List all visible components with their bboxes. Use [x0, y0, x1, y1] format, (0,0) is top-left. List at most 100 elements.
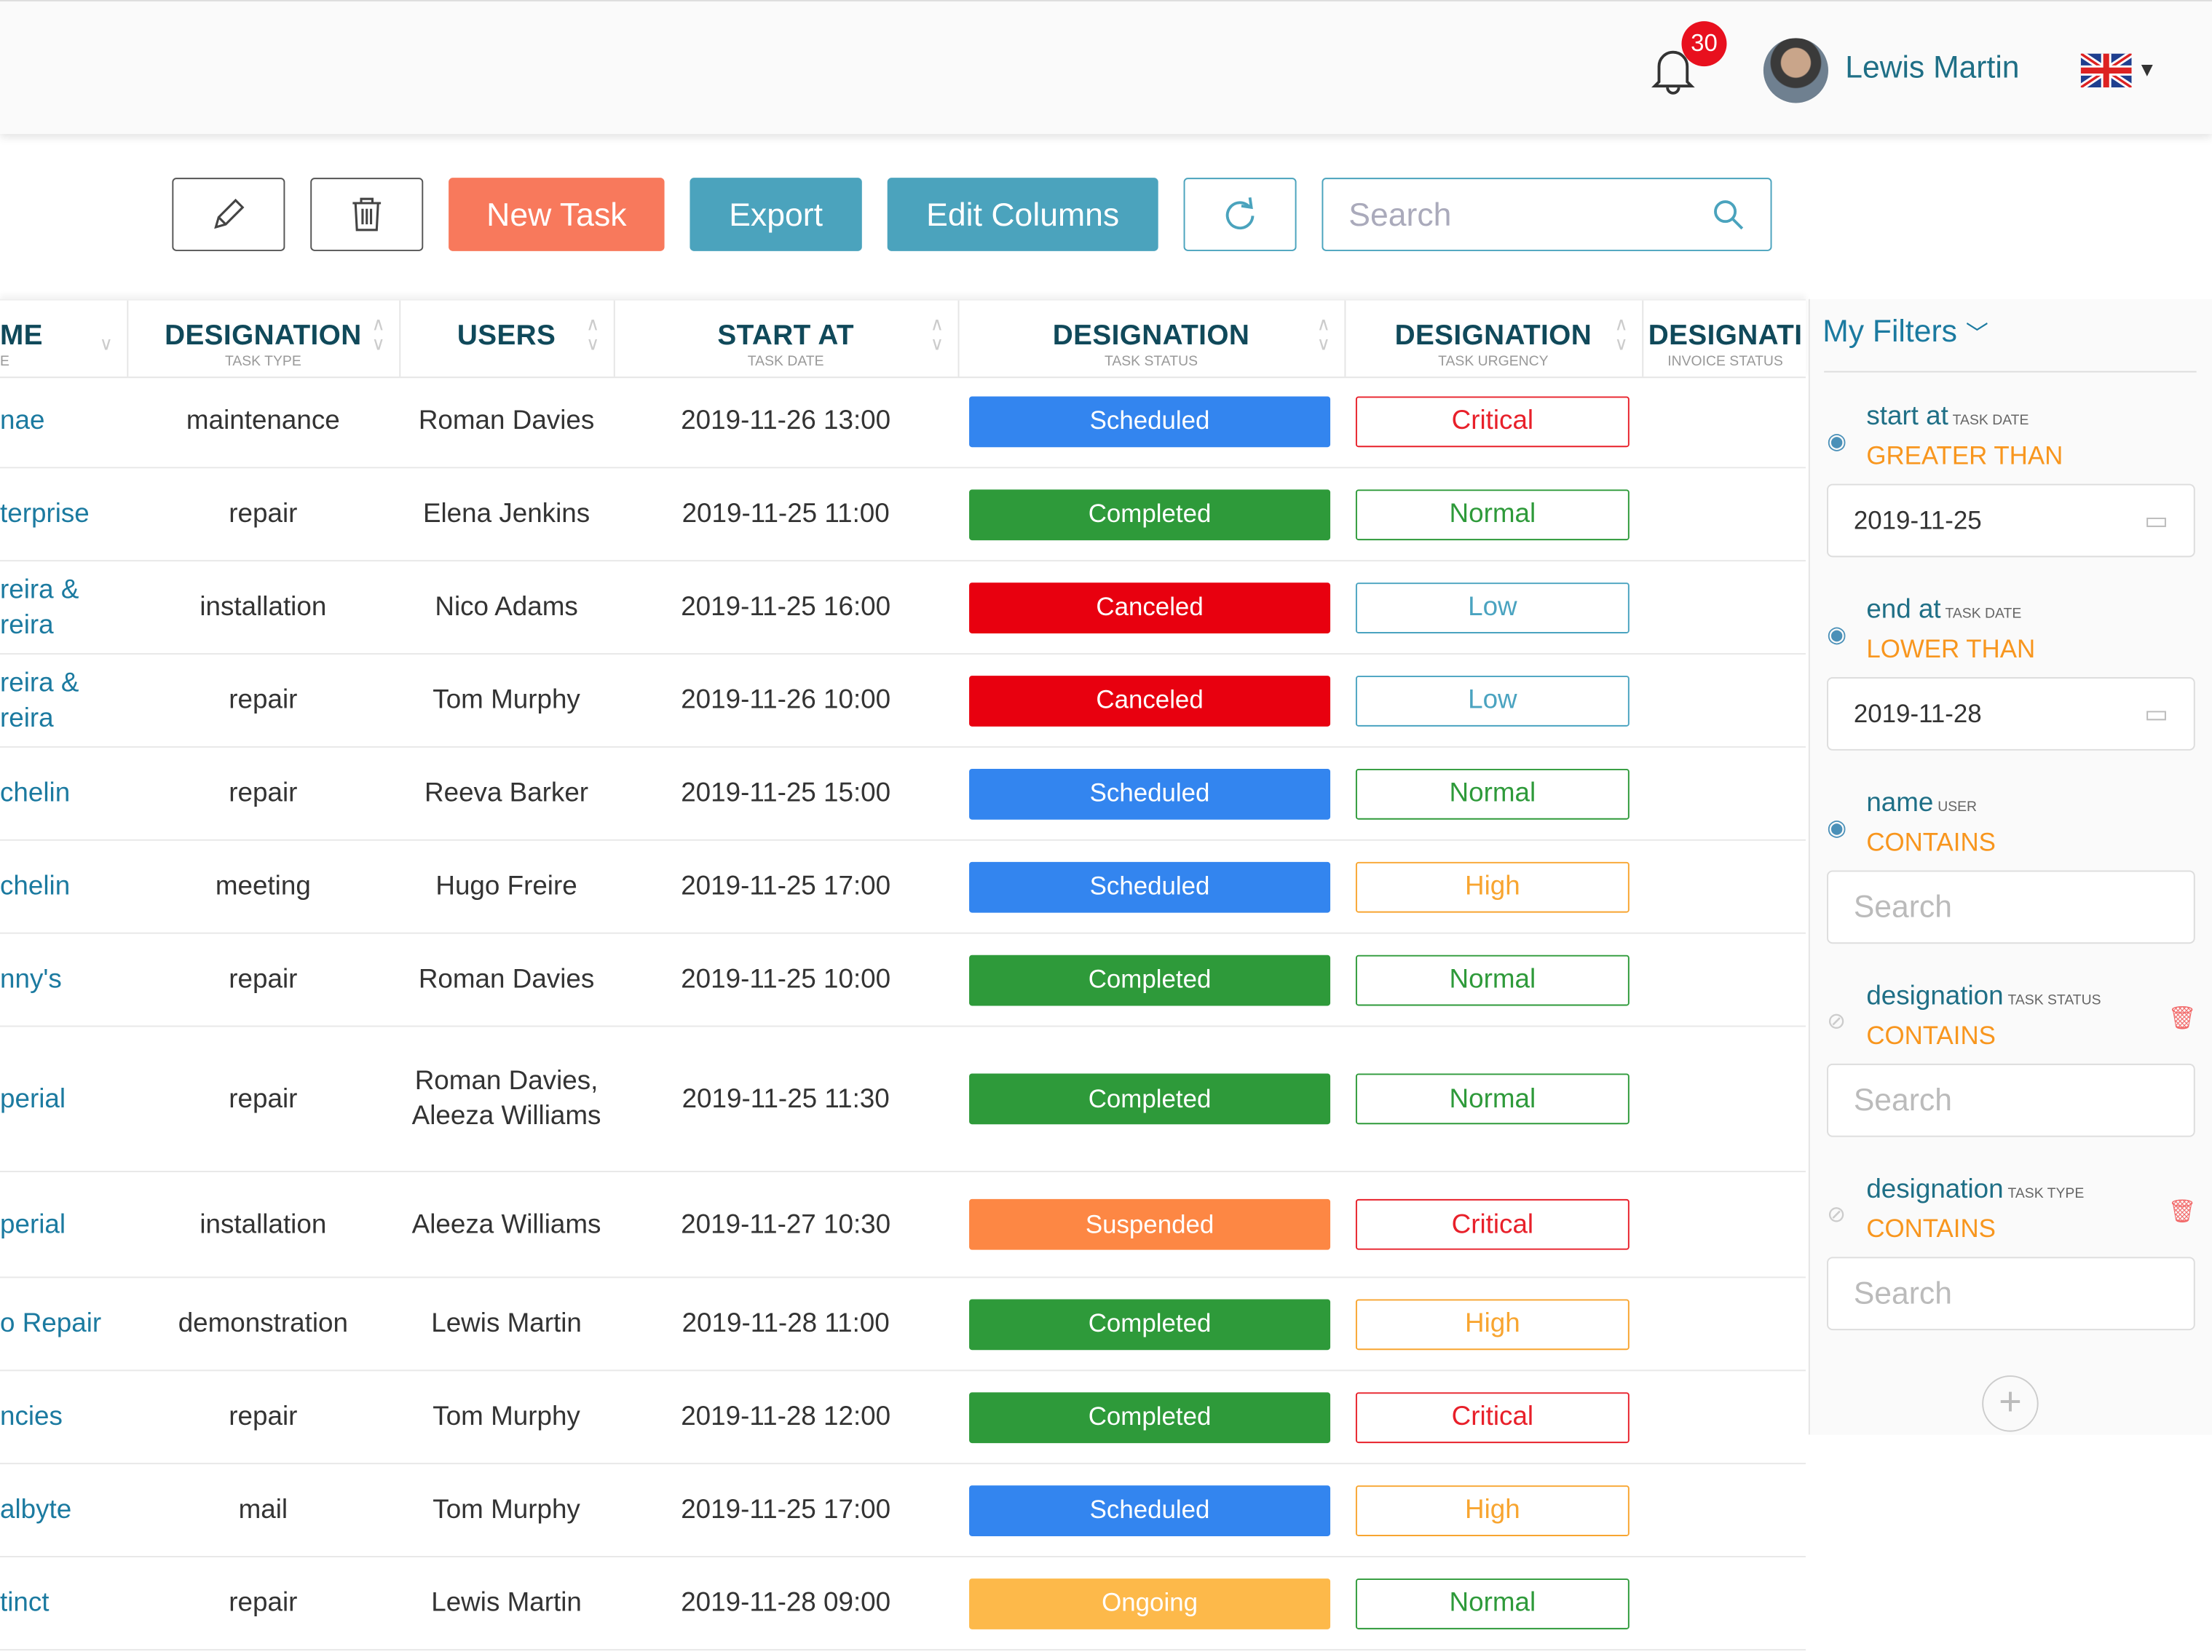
- status-badge: Scheduled: [969, 1485, 1331, 1536]
- name-cell[interactable]: tinct: [0, 1588, 50, 1619]
- urgency-badge: Normal: [1355, 767, 1630, 819]
- search-input[interactable]: Search: [1322, 178, 1772, 251]
- name-cell[interactable]: chelin: [0, 778, 71, 809]
- calendar-icon[interactable]: ▭: [2144, 699, 2168, 727]
- bell-icon[interactable]: [1651, 44, 1696, 101]
- start-cell: 2019-11-28 12:00: [681, 1402, 891, 1432]
- edit-button[interactable]: [172, 178, 285, 251]
- table-row[interactable]: reira & reira installation Nico Adams 20…: [0, 561, 1806, 655]
- users-cell: Tom Murphy: [432, 685, 580, 716]
- pencil-icon: [214, 198, 245, 229]
- top-bar: 30 Lewis Martin ▼: [0, 0, 2212, 135]
- refresh-button[interactable]: [1183, 178, 1297, 251]
- filter-field: designation: [1866, 1174, 2004, 1205]
- column-header[interactable]: USERS ∧ ∨: [399, 300, 615, 377]
- column-header[interactable]: START AT TASK DATE ∧ ∨: [614, 300, 960, 377]
- user-name[interactable]: Lewis Martin: [1845, 49, 2020, 85]
- trash-icon[interactable]: 🗑: [2168, 1007, 2197, 1032]
- column-header[interactable]: ME E ∨: [0, 300, 129, 377]
- table-row[interactable]: reira & reira repair Tom Murphy 2019-11-…: [0, 655, 1806, 748]
- start-cell: 2019-11-25 17:00: [681, 872, 891, 902]
- table-row[interactable]: chelin meeting Hugo Freire 2019-11-25 17…: [0, 841, 1806, 934]
- filter-operator[interactable]: CONTAINS: [1866, 1021, 1996, 1050]
- eye-off-icon[interactable]: ⊘: [1827, 1010, 1846, 1035]
- users-cell: Aleeza Williams: [411, 1209, 601, 1240]
- table-row[interactable]: perial installation Aleeza Williams 2019…: [0, 1172, 1806, 1278]
- start-cell: 2019-11-26 13:00: [681, 406, 891, 436]
- sort-icon[interactable]: ∧ ∨: [586, 313, 600, 355]
- status-badge: Completed: [969, 1298, 1331, 1350]
- filter-operator[interactable]: CONTAINS: [1866, 1214, 1996, 1243]
- start-cell: 2019-11-25 11:00: [682, 499, 890, 529]
- name-cell[interactable]: reira & reira: [0, 668, 79, 733]
- table-row[interactable]: ncies repair Tom Murphy 2019-11-28 12:00…: [0, 1371, 1806, 1465]
- notification-badge: 30: [1681, 21, 1727, 67]
- chevron-down-icon: ﹀: [1965, 323, 1988, 347]
- start-cell: 2019-11-25 10:00: [681, 965, 891, 995]
- table-row[interactable]: tinct repair Lewis Martin 2019-11-28 09:…: [0, 1557, 1806, 1651]
- filter-field: start at: [1866, 402, 1948, 432]
- urgency-badge: Normal: [1355, 489, 1630, 540]
- name-cell[interactable]: nny's: [0, 965, 62, 995]
- add-filter-button[interactable]: +: [1982, 1375, 2039, 1432]
- eye-icon[interactable]: ◉: [1827, 623, 1847, 648]
- my-filters-dropdown[interactable]: My Filters ﹀: [1822, 313, 1988, 349]
- filter-operator[interactable]: CONTAINS: [1866, 828, 1996, 857]
- export-button[interactable]: Export: [690, 178, 862, 251]
- edit-columns-button[interactable]: Edit Columns: [887, 178, 1158, 251]
- filter-input[interactable]: 2019-11-25 ▭: [1827, 483, 2195, 558]
- language-caret-icon[interactable]: ▼: [2137, 58, 2157, 81]
- name-cell[interactable]: o Repair: [0, 1309, 102, 1339]
- table-row[interactable]: terprise repair Elena Jenkins 2019-11-25…: [0, 468, 1806, 562]
- users-cell: Reeva Barker: [424, 778, 589, 809]
- eye-off-icon[interactable]: ⊘: [1827, 1203, 1846, 1228]
- filters-panel: My Filters ﹀ ◉ start at TASK DATE GREATER…: [1808, 299, 2212, 1435]
- trash-icon[interactable]: 🗑: [2168, 1200, 2197, 1225]
- name-cell[interactable]: perial: [0, 1209, 66, 1240]
- table-row[interactable]: chelin repair Reeva Barker 2019-11-25 15…: [0, 748, 1806, 841]
- column-subtitle: E: [0, 354, 9, 370]
- table-row[interactable]: perial repair Roman Davies, Aleeza Willi…: [0, 1027, 1806, 1173]
- filter-placeholder: Search: [1853, 888, 1952, 925]
- filter-input[interactable]: 2019-11-28 ▭: [1827, 677, 2195, 751]
- column-header[interactable]: DESIGNATI INVOICE STATUS: [1642, 300, 1810, 377]
- column-header[interactable]: DESIGNATION TASK URGENCY ∧ ∨: [1344, 300, 1644, 377]
- calendar-icon[interactable]: ▭: [2144, 505, 2168, 534]
- name-cell[interactable]: chelin: [0, 872, 71, 902]
- sort-icon[interactable]: ∧ ∨: [371, 313, 385, 355]
- sort-icon[interactable]: ∧ ∨: [1614, 313, 1628, 355]
- table-row[interactable]: albyte mail Tom Murphy 2019-11-25 17:00 …: [0, 1464, 1806, 1557]
- name-cell[interactable]: nae: [0, 406, 45, 436]
- status-badge: Completed: [969, 489, 1331, 540]
- filter-input[interactable]: Search: [1827, 1063, 2195, 1137]
- sort-icon[interactable]: ∨: [99, 333, 113, 355]
- column-title: DESIGNATION: [1394, 320, 1592, 352]
- urgency-badge: High: [1355, 1485, 1630, 1536]
- sort-icon[interactable]: ∧ ∨: [1316, 313, 1331, 355]
- type-cell: meeting: [215, 872, 311, 902]
- new-task-button[interactable]: New Task: [449, 178, 665, 251]
- name-cell[interactable]: reira & reira: [0, 574, 79, 640]
- name-cell[interactable]: perial: [0, 1083, 66, 1114]
- eye-icon[interactable]: ◉: [1827, 430, 1847, 454]
- table-row[interactable]: nny's repair Roman Davies 2019-11-25 10:…: [0, 934, 1806, 1027]
- table-row[interactable]: nae maintenance Roman Davies 2019-11-26 …: [0, 375, 1806, 469]
- filter-input[interactable]: Search: [1827, 870, 2195, 944]
- eye-icon[interactable]: ◉: [1827, 816, 1847, 841]
- name-cell[interactable]: terprise: [0, 499, 90, 529]
- filter-operator[interactable]: GREATER THAN: [1866, 441, 2063, 470]
- filter-value: 2019-11-25: [1853, 505, 1982, 534]
- filter-input[interactable]: Search: [1827, 1257, 2195, 1331]
- table-row[interactable]: o Repair demonstration Lewis Martin 2019…: [0, 1278, 1806, 1372]
- type-cell: repair: [229, 778, 298, 809]
- sort-icon[interactable]: ∧ ∨: [930, 313, 944, 355]
- users-cell: Roman Davies: [418, 406, 595, 436]
- column-header[interactable]: DESIGNATION TASK TYPE ∧ ∨: [127, 300, 401, 377]
- filter-operator[interactable]: LOWER THAN: [1866, 634, 2036, 663]
- uk-flag-icon[interactable]: [2079, 50, 2134, 95]
- delete-button[interactable]: [310, 178, 424, 251]
- name-cell[interactable]: ncies: [0, 1402, 63, 1432]
- name-cell[interactable]: albyte: [0, 1495, 72, 1525]
- avatar[interactable]: [1763, 38, 1828, 103]
- column-header[interactable]: DESIGNATION TASK STATUS ∧ ∨: [958, 300, 1346, 377]
